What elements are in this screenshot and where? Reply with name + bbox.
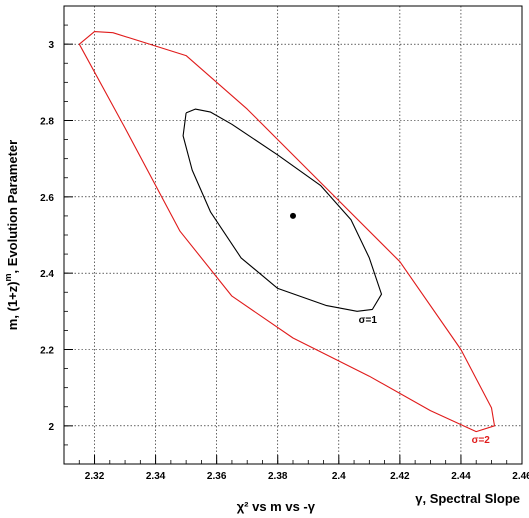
x-tick-label: 2.34: [146, 471, 166, 482]
x-tick-label: 2.44: [451, 471, 471, 482]
y-tick-label: 2.4: [40, 269, 54, 280]
x-axis-ticks: 2.32 2.34 2.36 2.38 2.4 2.42 2.44 2.46: [63, 455, 529, 482]
y-axis-label-sup: m: [3, 273, 13, 281]
y-tick-label: 2: [48, 422, 54, 433]
x-tick-label: 2.38: [268, 471, 288, 482]
y-tick-label: 2.2: [40, 346, 54, 357]
sigma-1-label: σ=1: [359, 315, 378, 326]
x-tick-label: 2.42: [390, 471, 410, 482]
y-axis-ticks: 2 2.2 2.4 2.6 2.8 3: [40, 5, 73, 465]
x-axis-label: γ, Spectral Slope: [415, 491, 520, 506]
plot-frame: [63, 5, 523, 465]
y-tick-label: 2.8: [40, 117, 54, 128]
best-fit-point: [290, 212, 296, 219]
grid-lines: [64, 6, 523, 464]
y-tick-label: 2.6: [40, 193, 54, 204]
contour-sigma-1: [182, 108, 383, 312]
y-axis-label-main: m, (1+z): [5, 281, 20, 330]
contour-sigma-2: [78, 31, 496, 433]
x-tick-label: 2.4: [332, 471, 346, 482]
contour-series: [78, 31, 496, 433]
x-tick-label: 2.46: [512, 471, 529, 482]
y-axis-label-suffix: , Evolution Parameter: [5, 140, 20, 274]
y-tick-label: 3: [48, 40, 54, 51]
y-axis-label: m, (1+z)m, Evolution Parameter: [3, 140, 20, 330]
x-tick-label: 2.32: [85, 471, 105, 482]
sigma-2-label: σ=2: [472, 435, 491, 446]
chart-title: χ² vs m vs -γ: [237, 499, 316, 514]
x-tick-label: 2.36: [207, 471, 227, 482]
